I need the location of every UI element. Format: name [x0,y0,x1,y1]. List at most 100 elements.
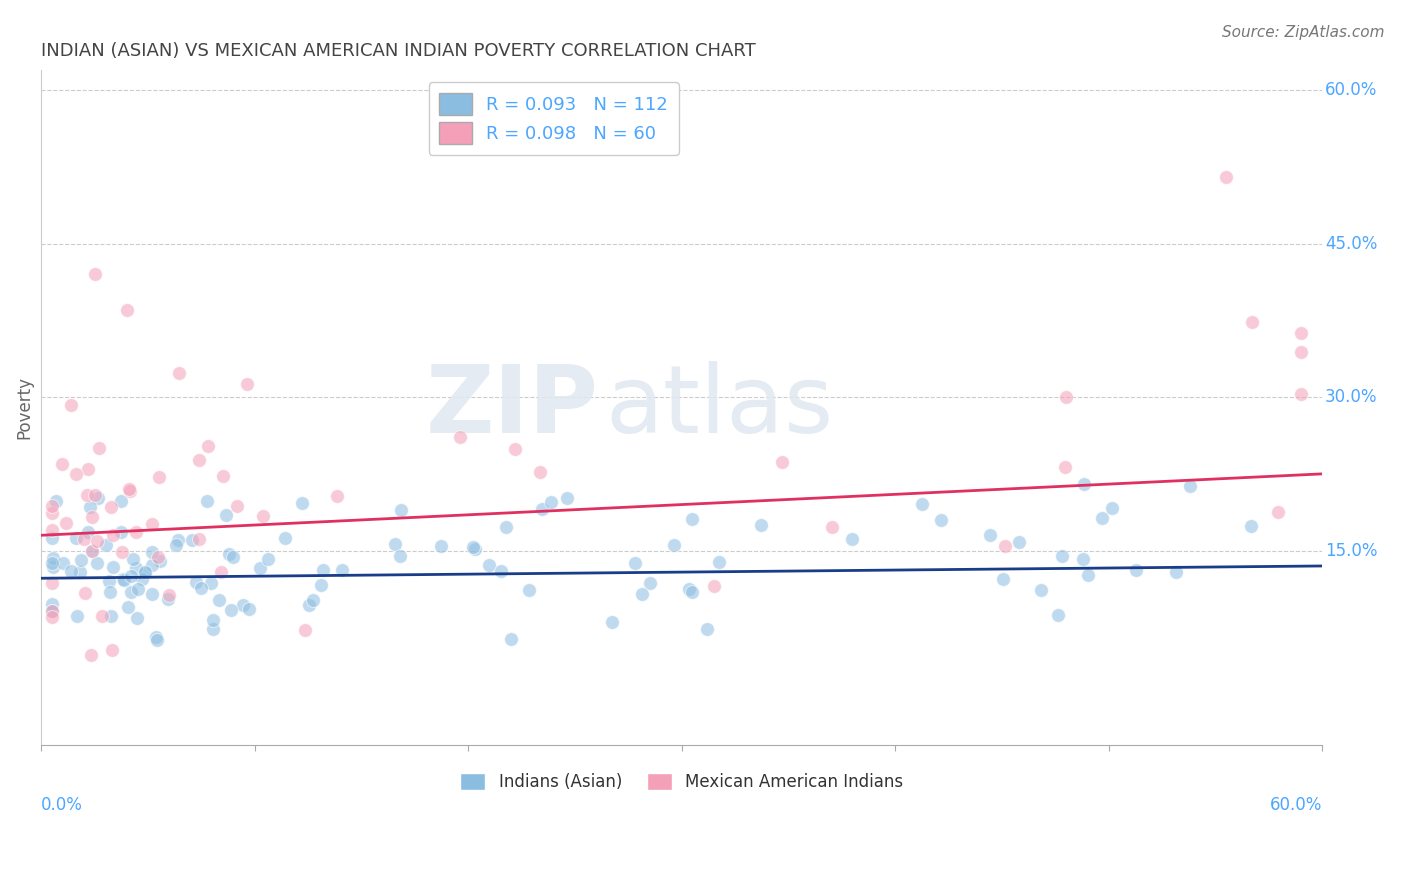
Point [200,576,222,591]
Point [600,615,623,629]
Legend: R = 0.093   N = 112, R = 0.098   N = 60: R = 0.093 N = 112, R = 0.098 N = 60 [429,82,679,155]
Point [1289,345,1312,359]
Point [215,508,238,522]
Point [100,585,122,599]
Point [115,303,138,318]
Point [430,539,453,553]
Point [503,442,526,456]
Point [101,527,124,541]
Point [45,493,67,508]
Point [1053,459,1076,474]
Point [84,488,107,502]
Point [125,610,148,624]
Point [197,440,219,454]
Point [1125,563,1147,577]
Text: 15.0%: 15.0% [1324,541,1378,559]
Point [70,553,93,567]
Point [60,398,83,412]
Point [1054,390,1077,404]
Point [77,461,100,475]
Point [1071,552,1094,566]
Point [630,587,652,601]
Point [478,558,501,572]
Point [96,538,118,552]
Text: 45.0%: 45.0% [1324,235,1378,252]
Point [1241,315,1264,329]
Point [294,623,316,637]
Point [110,524,132,539]
Point [389,503,412,517]
Point [134,566,156,581]
Point [540,494,562,508]
Point [218,547,240,561]
Point [681,585,703,599]
Point [141,587,163,601]
Point [208,592,231,607]
Point [157,588,180,602]
Point [529,465,551,479]
Point [1050,549,1073,563]
Point [110,493,132,508]
Point [55,516,77,531]
Point [302,593,325,607]
Point [1046,607,1069,622]
Point [76,488,98,502]
Point [80,648,103,662]
Point [117,599,139,614]
Text: ZIP: ZIP [426,361,599,453]
Point [994,539,1017,553]
Point [41,597,63,611]
Point [157,592,180,607]
Point [111,545,134,559]
Point [235,376,257,391]
Point [252,509,274,524]
Point [101,560,124,574]
Point [495,520,517,534]
Text: INDIAN (ASIAN) VS MEXICAN AMERICAN INDIAN POVERTY CORRELATION CHART: INDIAN (ASIAN) VS MEXICAN AMERICAN INDIA… [41,42,756,60]
Text: 60.0%: 60.0% [1270,796,1322,814]
Point [531,502,554,516]
Point [141,544,163,558]
Point [146,550,169,565]
Point [141,516,163,531]
Point [991,572,1014,586]
Point [249,560,271,574]
Point [624,557,647,571]
Point [65,467,87,481]
Point [201,622,224,636]
Point [298,599,321,613]
Point [52,556,75,570]
Text: 30.0%: 30.0% [1324,388,1378,406]
Point [42,559,65,574]
Point [149,554,172,568]
Point [1008,535,1031,549]
Point [910,497,932,511]
Point [148,469,170,483]
Point [69,566,91,580]
Point [256,552,278,566]
Point [41,523,63,537]
Point [122,552,145,566]
Point [117,482,139,496]
Y-axis label: Poverty: Poverty [15,376,32,439]
Point [678,582,700,596]
Point [41,531,63,545]
Point [112,572,135,586]
Point [557,491,579,505]
Point [180,533,202,547]
Point [134,566,156,580]
Point [517,583,540,598]
Point [841,532,863,546]
Point [188,532,211,546]
Point [146,632,169,647]
Point [112,573,135,587]
Point [41,604,63,618]
Point [188,452,211,467]
Point [332,563,354,577]
Point [82,544,104,558]
Point [41,610,63,624]
Point [751,518,773,533]
Point [696,622,718,636]
Point [82,544,104,558]
Point [1101,500,1123,515]
